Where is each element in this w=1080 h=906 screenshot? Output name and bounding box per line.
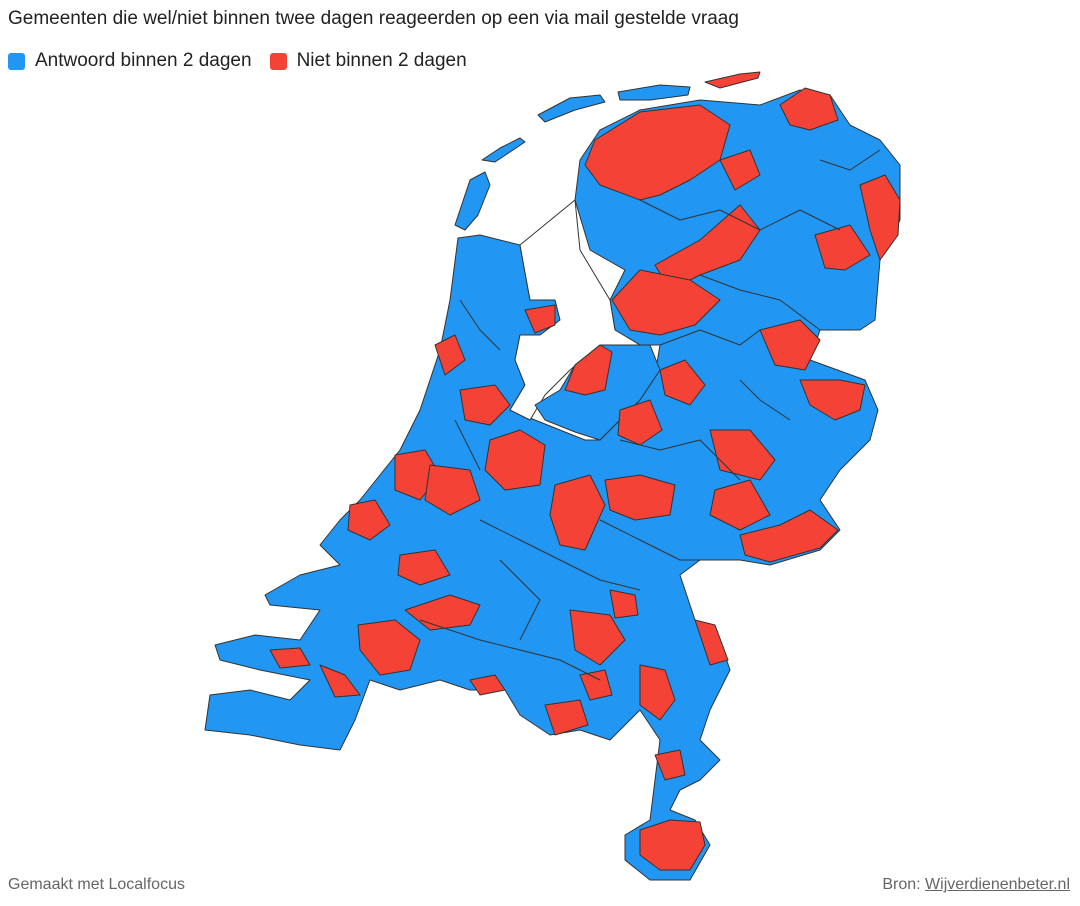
island [481,137,526,163]
island [454,171,491,231]
source-label: Bron: [882,876,921,893]
region [779,87,839,131]
region [484,429,546,491]
region [434,334,466,376]
source: Bron: Wijverdienenbeter.nl [882,876,1070,894]
region [617,399,663,446]
region [759,319,821,371]
island [537,94,606,123]
region [654,749,686,781]
credit: Gemaakt met Localfocus [8,876,185,893]
region [859,174,901,261]
region [739,509,839,563]
region [584,104,731,201]
region [549,474,606,551]
legend-item: Niet binnen 2 dagen [269,50,467,72]
region [357,619,421,676]
mainland [204,89,901,881]
island [704,71,761,89]
flevoland [534,344,661,441]
region [639,664,676,721]
region [564,344,613,396]
water [509,199,641,421]
region [814,224,871,271]
legend: Antwoord binnen 2 dagen Niet binnen 2 dag… [8,50,467,72]
region [269,647,311,669]
region [347,499,391,541]
legend-label: Antwoord binnen 2 dagen [35,50,252,71]
border [419,149,881,681]
region [639,819,706,871]
region [799,379,866,421]
region [719,149,761,191]
legend-label: Niet binnen 2 dagen [296,50,467,71]
region [604,474,676,521]
region [459,384,511,426]
legend-swatch [8,52,25,70]
legend-swatch [269,52,287,70]
map-title: Gemeenten die wel/niet binnen twee dagen… [8,8,739,29]
region [524,304,556,334]
region [544,699,589,736]
region [319,664,361,698]
region [569,609,626,666]
island [617,84,691,101]
region [709,429,776,481]
legend-item: Antwoord binnen 2 dagen [8,50,252,72]
region [579,669,613,701]
region [709,479,771,531]
region [694,619,729,666]
region [659,359,706,406]
region [397,549,451,586]
source-link[interactable]: Wijverdienenbeter.nl [925,876,1070,893]
region [469,674,506,696]
region [609,589,639,619]
region [611,269,721,336]
region [424,464,481,516]
